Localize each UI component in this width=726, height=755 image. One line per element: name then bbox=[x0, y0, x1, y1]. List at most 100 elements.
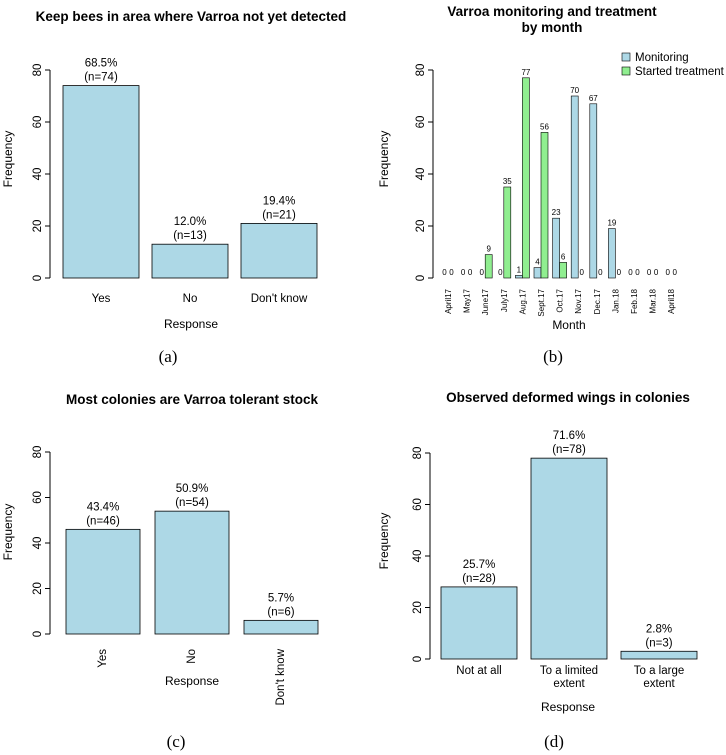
x-tick-label: Sept.17 bbox=[537, 288, 546, 316]
x-tick-label: No bbox=[186, 649, 198, 664]
bar-value-label: 4 bbox=[535, 258, 540, 267]
bar bbox=[552, 217, 560, 279]
bar-label-percent: 12.0% bbox=[174, 216, 207, 228]
bar bbox=[620, 650, 698, 660]
x-tick-label: Not at all bbox=[456, 665, 501, 677]
x-axis-label: Response bbox=[164, 317, 218, 331]
plot-area: 0 20 40 60 80 68.5% (n=74) Yes 12.0% (n=13) No 19.4… bbox=[32, 58, 318, 305]
bar-value-label: 67 bbox=[589, 94, 598, 103]
y-tick-label: 40 bbox=[412, 550, 424, 563]
y-tick-label: 60 bbox=[32, 491, 44, 504]
bar-label-count: (n=21) bbox=[262, 209, 296, 221]
bar bbox=[608, 228, 616, 279]
bar-value-label: 0 bbox=[498, 268, 503, 277]
bar-value-label: 23 bbox=[552, 208, 561, 217]
x-tick-label: Don't know bbox=[251, 293, 308, 305]
x-tick-label: April17 bbox=[444, 288, 453, 313]
y-tick-label: 20 bbox=[32, 582, 44, 595]
chart-title: Varroa monitoring and treatment bbox=[447, 4, 657, 19]
bar-label-count: (n=54) bbox=[175, 497, 209, 509]
panel-c: Most colonies are Varroa tolerant stock … bbox=[1, 392, 319, 751]
bar bbox=[570, 95, 579, 279]
y-tick-label: 80 bbox=[32, 64, 44, 77]
x-tick-label: extent bbox=[553, 678, 585, 690]
bar-value-label: 19 bbox=[607, 219, 616, 228]
bar-value-label: 1 bbox=[517, 265, 522, 274]
bar-label-count: (n=28) bbox=[462, 573, 496, 585]
x-tick-label: Feb.18 bbox=[630, 288, 639, 313]
y-tick-label: 20 bbox=[412, 601, 424, 614]
plot-area: 0 20 40 60 80 43.4% (n=46) Yes 50.9% (n=54) No 5.7%… bbox=[32, 446, 319, 706]
x-axis-label: Response bbox=[541, 700, 595, 714]
x-tick-label: Dec.17 bbox=[593, 288, 602, 314]
x-tick-label: extent bbox=[643, 678, 675, 690]
bar-value-label: 0 bbox=[579, 268, 584, 277]
legend: Monitoring Started treatment bbox=[621, 52, 725, 78]
panel-caption: (b) bbox=[543, 347, 563, 366]
x-tick-label: Nov.17 bbox=[574, 288, 583, 313]
y-tick-label: 80 bbox=[412, 447, 424, 460]
bar bbox=[559, 262, 567, 279]
y-tick-label: 0 bbox=[412, 656, 424, 662]
panel-b: Varroa monitoring and treatment by month… bbox=[377, 4, 725, 366]
bar bbox=[589, 103, 598, 279]
x-tick-label: Jan.18 bbox=[611, 288, 620, 313]
bar-value-label: 9 bbox=[486, 245, 491, 254]
bar-value-label: 0 bbox=[442, 268, 447, 277]
y-tick-label: 20 bbox=[415, 220, 427, 233]
bar-label-count: (n=3) bbox=[645, 637, 672, 649]
bar-label-percent: 2.8% bbox=[646, 623, 672, 635]
panel-d: Observed deformed wings in colonies Freq… bbox=[377, 390, 698, 751]
bar-value-label: 6 bbox=[561, 252, 566, 261]
bar-label-count: (n=46) bbox=[86, 515, 120, 527]
bar-value-label: 0 bbox=[449, 268, 454, 277]
x-axis-label: Response bbox=[165, 674, 219, 688]
legend-label-treatment: Started treatment bbox=[635, 66, 725, 78]
y-tick-label: 40 bbox=[415, 168, 427, 181]
bar-label-percent: 19.4% bbox=[263, 195, 296, 207]
bar-value-label: 35 bbox=[503, 177, 512, 186]
y-tick-label: 40 bbox=[32, 537, 44, 550]
x-tick-label: June17 bbox=[481, 288, 490, 315]
x-tick-label: May17 bbox=[463, 288, 472, 313]
bar-value-label: 0 bbox=[479, 268, 484, 277]
bar-label-count: (n=78) bbox=[552, 444, 586, 456]
chart-title: Observed deformed wings in colonies bbox=[446, 390, 690, 405]
bar bbox=[515, 275, 523, 279]
bar-value-label: 0 bbox=[635, 268, 640, 277]
bar-value-label: 0 bbox=[654, 268, 659, 277]
bar bbox=[522, 77, 530, 279]
bar-value-label: 0 bbox=[647, 268, 652, 277]
bar bbox=[243, 619, 319, 635]
panel-a: Keep bees in area where Varroa not yet d… bbox=[1, 9, 346, 366]
bar bbox=[151, 243, 229, 279]
bar-label-percent: 50.9% bbox=[176, 483, 209, 495]
y-axis-label: Frequency bbox=[1, 504, 15, 561]
x-tick-label: Yes bbox=[97, 649, 109, 668]
x-tick-label: To a large bbox=[634, 665, 685, 677]
y-tick-label: 20 bbox=[32, 220, 44, 233]
bar-label-percent: 43.4% bbox=[87, 501, 120, 513]
bar bbox=[484, 254, 493, 279]
x-tick-label: July17 bbox=[500, 288, 509, 312]
bar-label-percent: 5.7% bbox=[268, 592, 294, 604]
x-tick-label: Mar.18 bbox=[649, 288, 658, 313]
y-tick-label: 60 bbox=[412, 498, 424, 511]
x-axis-label: Month bbox=[552, 318, 585, 332]
bar-label-count: (n=13) bbox=[173, 230, 207, 242]
bar-value-label: 0 bbox=[617, 268, 622, 277]
bar-value-label: 0 bbox=[672, 268, 677, 277]
bar-value-label: 56 bbox=[540, 122, 549, 131]
bar-label-percent: 68.5% bbox=[85, 58, 118, 70]
y-tick-label: 40 bbox=[32, 168, 44, 181]
bar bbox=[65, 528, 141, 635]
bar bbox=[240, 222, 318, 279]
bar-label-percent: 71.6% bbox=[553, 430, 586, 442]
bar bbox=[540, 132, 549, 279]
x-tick-label: Don't know bbox=[275, 648, 287, 705]
y-tick-label: 0 bbox=[415, 275, 427, 281]
legend-swatch-monitoring bbox=[621, 52, 631, 62]
x-tick-label: Aug.17 bbox=[518, 288, 527, 314]
